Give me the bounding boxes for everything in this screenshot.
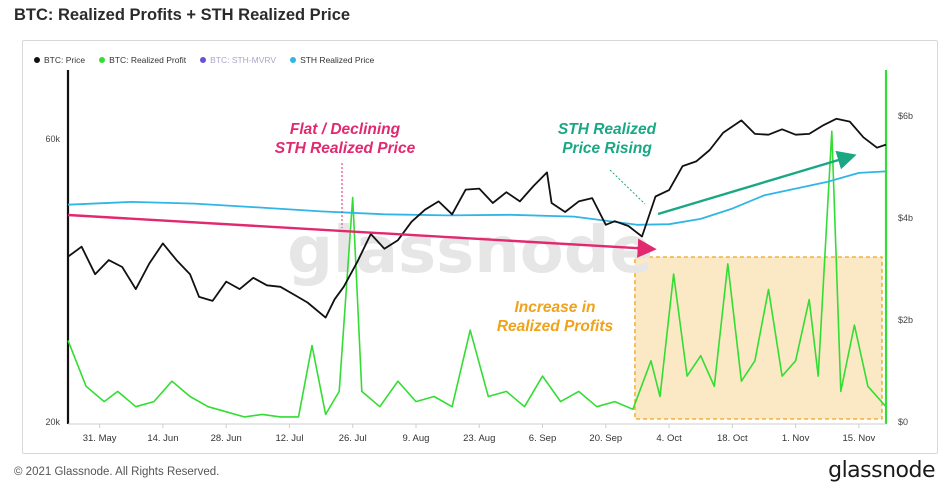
x-tick-label: 9. Aug bbox=[403, 433, 430, 444]
x-tick-label: 4. Oct bbox=[656, 433, 682, 444]
legend-item[interactable]: STH Realized Price bbox=[290, 55, 374, 65]
x-tick-label: 1. Nov bbox=[782, 433, 810, 444]
legend-swatch bbox=[290, 57, 297, 63]
y-right-tick-label: $2b bbox=[898, 315, 913, 325]
x-tick-label: 12. Jul bbox=[275, 433, 303, 444]
x-tick-label: 18. Oct bbox=[717, 433, 748, 444]
x-tick-label: 15. Nov bbox=[843, 433, 876, 444]
y-left-tick-label: 20k bbox=[45, 417, 60, 427]
chart-title: BTC: Realized Profits + STH Realized Pri… bbox=[14, 6, 351, 24]
y-right-tick-label: $0 bbox=[898, 417, 908, 427]
legend-swatch bbox=[200, 57, 207, 63]
annotation-sth-rising: STH Realized Price Rising bbox=[557, 121, 657, 157]
x-tick-label: 6. Sep bbox=[529, 433, 556, 444]
series-sth-realized-price bbox=[67, 170, 887, 226]
legend-label: BTC: Price bbox=[44, 55, 86, 65]
chart-legend: BTC: Price BTC: Realized Profit BTC: STH-M… bbox=[34, 55, 374, 65]
x-tick-label: 23. Aug bbox=[463, 433, 495, 444]
legend-item[interactable]: BTC: Price bbox=[34, 55, 85, 65]
legend-label: STH Realized Price bbox=[300, 55, 375, 65]
copyright-text: © 2021 Glassnode. All Rights Reserved. bbox=[14, 466, 220, 478]
y-right-tick-label: $6b bbox=[898, 111, 913, 121]
glassnode-logo: glassnode bbox=[828, 458, 935, 483]
series-btc-price bbox=[67, 117, 887, 319]
legend-item[interactable]: BTC: Realized Profit bbox=[99, 55, 186, 65]
legend-swatch bbox=[34, 57, 40, 63]
x-tick-label: 26. Jul bbox=[339, 433, 367, 444]
y-right-tick-label: $4b bbox=[898, 213, 913, 223]
legend-item[interactable]: BTC: STH-MVRV bbox=[200, 55, 276, 65]
y-left-tick-label: 60k bbox=[45, 134, 60, 144]
annotation-increase-profits: Increase in Realized Profits bbox=[496, 299, 614, 335]
x-tick-label: 14. Jun bbox=[147, 433, 178, 444]
flat-trend-arrow bbox=[67, 213, 657, 258]
annotation-flat-sth: Flat / Declining STH Realized Price bbox=[274, 121, 416, 157]
legend-swatch bbox=[99, 57, 106, 63]
x-tick-label: 28. Jun bbox=[211, 433, 242, 444]
watermark-text: glassnode bbox=[287, 214, 653, 288]
series-realized-profit bbox=[67, 130, 887, 418]
rising-leader-line bbox=[609, 169, 646, 205]
legend-label: BTC: STH-MVRV bbox=[210, 55, 277, 65]
rising-trend-arrow bbox=[657, 150, 857, 216]
legend-label: BTC: Realized Profit bbox=[109, 55, 187, 65]
x-tick-label: 20. Sep bbox=[589, 433, 622, 444]
x-tick-label: 31. May bbox=[83, 433, 117, 444]
